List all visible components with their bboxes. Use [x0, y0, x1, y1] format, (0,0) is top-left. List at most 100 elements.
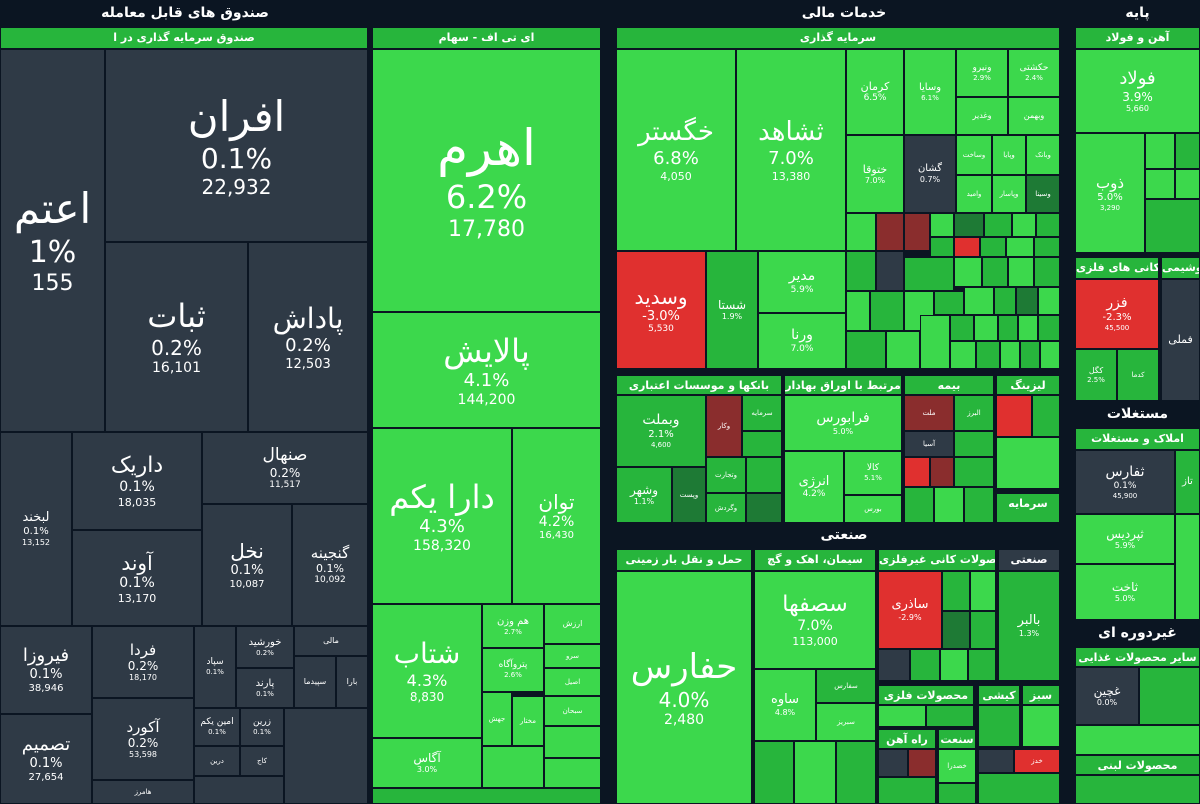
stock-tile-kaj[interactable]: کاج: [240, 746, 284, 776]
stock-tile-khorshid[interactable]: خورشید 0.2%: [236, 626, 294, 668]
stock-tile-vtejarat[interactable]: وتجارت: [706, 457, 746, 493]
stock-tile-foolad[interactable]: فولاد 3.9% 5,660: [1075, 49, 1200, 133]
stock-tile-sepideh[interactable]: سپیدما: [294, 656, 336, 708]
stock-tile-energy[interactable]: انرژی 4.2%: [784, 451, 844, 523]
stock-tile-vbahman[interactable]: وبهمن: [1008, 97, 1060, 135]
stock-tile-palayesh[interactable]: پالایش 4.1% 144,200: [372, 312, 601, 428]
stock-tile-vasaya[interactable]: وسایا 6.1%: [904, 49, 956, 135]
stock-tile-ganjineh[interactable]: گنجینه 0.1% 10,092: [292, 504, 368, 626]
invest-mosaic: [870, 291, 904, 331]
stock-tile-safars[interactable]: ثفارس 0.1% 45,900: [1075, 450, 1175, 514]
stock-tile-shetab[interactable]: شتاب 4.3% 8,830: [372, 604, 482, 738]
stock-tile-arzesh[interactable]: ارزش: [544, 604, 601, 644]
stock-tile-sabat[interactable]: ثبات 0.2% 16,101: [105, 242, 248, 432]
stock-name: ثپردیس: [1106, 527, 1144, 541]
stock-tile-vpost[interactable]: وپست: [672, 467, 706, 523]
stock-tile-bors[interactable]: بورس: [844, 495, 902, 523]
stock-tile-taz[interactable]: تاز: [1175, 450, 1200, 514]
etf-fill-bottom: [372, 788, 601, 804]
stock-tile-vpayam[interactable]: وپایا: [992, 135, 1026, 175]
stock-tile-khetooga[interactable]: ختوقا 7.0%: [846, 135, 904, 213]
stock-tile-padash[interactable]: پاداش 0.2% 12,503: [248, 242, 368, 432]
stock-tile-asil[interactable]: اصیل: [544, 668, 601, 696]
stock-tile-labkhand[interactable]: لبخند 0.1% 13,152: [0, 432, 72, 626]
etf-fill: [544, 758, 601, 788]
stock-tile-parand[interactable]: پارند 0.1%: [236, 668, 294, 708]
stock-tile-saveh[interactable]: ساوه 4.8%: [754, 669, 816, 741]
stock-tile-tavan[interactable]: توان 4.2% 16,430: [512, 428, 601, 604]
stock-tile-amin-yekom[interactable]: امین یکم 0.1%: [194, 708, 240, 746]
invest-mosaic: [904, 291, 934, 331]
stock-tile-mali[interactable]: مالی: [294, 626, 368, 656]
stock-tile-vamid[interactable]: وامید: [956, 175, 992, 213]
stock-tile-jahesh[interactable]: جهش: [482, 692, 512, 746]
stock-tile-hamarz[interactable]: هامرز: [92, 780, 194, 804]
stock-tile-darin[interactable]: درین: [194, 746, 240, 776]
stock-tile-alborz[interactable]: البرز: [954, 395, 994, 431]
stock-tile-sesfaha[interactable]: سصفها 7.0% 113,000: [754, 571, 876, 669]
stock-tile-sazari[interactable]: ساذری -2.9%: [878, 571, 942, 649]
stock-tile-etemad[interactable]: اعتم 1% 155: [0, 49, 105, 432]
stock-tile-avand[interactable]: آوند 0.1% 13,170: [72, 530, 202, 626]
stock-tile-ghchin[interactable]: غچین 0.0%: [1075, 667, 1139, 725]
stock-tile-bara[interactable]: بارا: [336, 656, 368, 708]
stock-tile-vgardesh[interactable]: وگردش: [706, 493, 746, 523]
stock-tile-kala[interactable]: کالا 5.1%: [844, 451, 902, 495]
stock-tile-vkar[interactable]: وکار: [706, 395, 742, 457]
stock-tile-khasdra[interactable]: خصدرا: [938, 749, 976, 783]
stock-tile-hafars[interactable]: حفارس 4.0% 2,480: [616, 571, 752, 804]
stock-tile-kerman[interactable]: کرمان 6.5%: [846, 49, 904, 135]
stock-tile-darik[interactable]: داریک 0.1% 18,035: [72, 432, 202, 530]
stock-tile-hamvazn[interactable]: هم وزن 2.7%: [482, 604, 544, 648]
stock-tile-sabhan[interactable]: سبحان: [544, 696, 601, 726]
stock-tile-mokhtar[interactable]: مختار: [512, 696, 544, 746]
stock-change: 4.8%: [774, 708, 796, 717]
stock-tile-vsakht[interactable]: وساخت: [956, 135, 992, 175]
stock-tile-sabriz[interactable]: سبریز: [816, 703, 876, 741]
stock-name: افران: [187, 91, 286, 141]
stock-tile-zarrin[interactable]: زرین 0.1%: [240, 708, 284, 746]
stock-tile-vaghadir[interactable]: وغدیر: [956, 97, 1008, 135]
stock-tile-vaniroo[interactable]: ونیرو 2.9%: [956, 49, 1008, 97]
stock-tile-melat[interactable]: ملت: [904, 395, 954, 431]
stock-tile-baler[interactable]: بالبر 1.3%: [998, 571, 1060, 681]
stock-tile-vbank[interactable]: وبانک: [1026, 135, 1060, 175]
stock-tile-vpasar[interactable]: وپاسار: [992, 175, 1026, 213]
stock-tile-vasdid[interactable]: وسدید -3.0% 5,530: [616, 251, 706, 369]
stock-tile-kagol[interactable]: کگل 2.5%: [1075, 349, 1117, 401]
stock-tile-khadaz[interactable]: خدز: [1014, 749, 1060, 773]
stock-tile-petroagah[interactable]: پتروآگاه 2.6%: [482, 648, 544, 692]
stock-tile-vsarmayeh[interactable]: سرمایه: [742, 395, 782, 431]
stock-tile-kodd[interactable]: کدما: [1117, 349, 1159, 401]
stock-tile-khgostar[interactable]: خگستر 6.8% 4,050: [616, 49, 736, 251]
stock-tile-sakht[interactable]: ثاخت 5.0%: [1075, 564, 1175, 620]
stock-tile-ahrom[interactable]: اهرم 6.2% 17,780: [372, 49, 601, 312]
stock-tile-farabors[interactable]: فرابورس 5.0%: [784, 395, 902, 451]
stock-tile-modir[interactable]: مدیر 5.9%: [758, 251, 846, 313]
stock-tile-dara-yekom[interactable]: دارا یکم 4.3% 158,320: [372, 428, 512, 604]
stock-tile-shasta[interactable]: شستا 1.9%: [706, 251, 758, 369]
stock-tile-hekashti[interactable]: حکشتی 2.4%: [1008, 49, 1060, 97]
stock-tile-sashahed[interactable]: ثشاهد 7.0% 13,380: [736, 49, 846, 251]
stock-tile-zob[interactable]: ذوب 5.0% 3,290: [1075, 133, 1145, 253]
stock-tile-geshan[interactable]: گشان 0.7%: [904, 135, 956, 213]
stock-tile-agas[interactable]: آگاس 3.0%: [372, 738, 482, 788]
stock-tile-sarv[interactable]: سرو: [544, 644, 601, 668]
stock-tile-vsina[interactable]: وسینا: [1026, 175, 1060, 213]
stock-tile-sepad[interactable]: سپاد 0.1%: [194, 626, 236, 708]
stock-tile-sapardis[interactable]: ثپردیس 5.9%: [1075, 514, 1175, 564]
stock-tile-farda[interactable]: فردا 0.2% 18,170: [92, 626, 194, 698]
stock-tile-sanhal[interactable]: صنهال 0.2% 11,517: [202, 432, 368, 504]
stock-tile-fmali[interactable]: فملی: [1161, 279, 1200, 401]
stock-tile-nakhl[interactable]: نخل 0.1% 10,087: [202, 504, 292, 626]
stock-tile-sfars[interactable]: سفارس: [816, 669, 876, 703]
stock-tile-tasmim[interactable]: تصمیم 0.1% 27,654: [0, 714, 92, 804]
stock-tile-vshahr[interactable]: وشهر 1.1%: [616, 467, 672, 523]
stock-tile-fazar[interactable]: فزر -2.3% 45,500: [1075, 279, 1159, 349]
stock-tile-varna[interactable]: ورنا 7.0%: [758, 313, 846, 369]
stock-tile-akord[interactable]: آکورد 0.2% 53,598: [92, 698, 194, 780]
stock-tile-vbemellat[interactable]: وبملت 2.1% 4,600: [616, 395, 706, 467]
stock-tile-firooza[interactable]: فیروزا 0.1% 38,946: [0, 626, 92, 714]
stock-tile-afran[interactable]: افران 0.1% 22,932: [105, 49, 368, 242]
stock-tile-asia[interactable]: آسیا: [904, 431, 954, 457]
